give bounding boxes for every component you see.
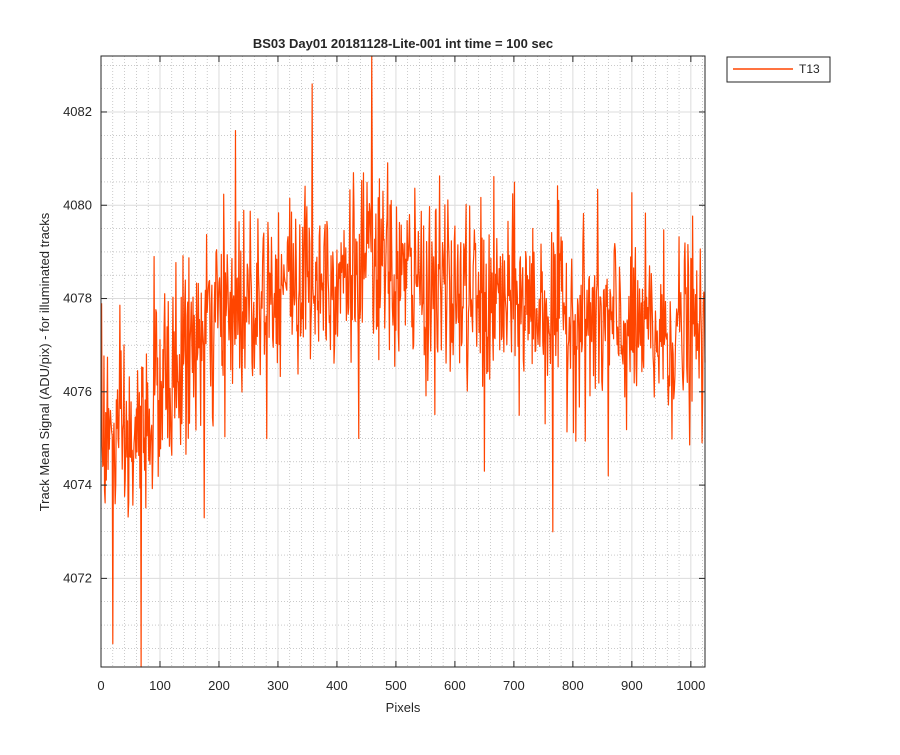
x-tick-label: 600: [444, 678, 466, 693]
y-tick-label: 4078: [63, 291, 92, 306]
y-tick-label: 4080: [63, 197, 92, 212]
axis-ticks: 0 100 200 300 400 500 600 700 800 900 1000 4072 4074…: [63, 56, 705, 693]
x-axis-label: Pixels: [386, 700, 421, 715]
x-tick-label: 700: [503, 678, 525, 693]
x-tick-label: 200: [208, 678, 230, 693]
chart-title: BS03 Day01 20181128-Lite-001 int time = …: [253, 36, 553, 51]
x-tick-label: 500: [385, 678, 407, 693]
y-tick-label: 4082: [63, 104, 92, 119]
y-tick-label: 4074: [63, 477, 92, 492]
series-line-t13: [100, 55, 706, 668]
x-tick-label: 900: [621, 678, 643, 693]
legend-label-t13: T13: [799, 62, 820, 76]
plot-area-background: [101, 56, 705, 667]
x-tick-label: 100: [149, 678, 171, 693]
y-tick-label: 4072: [63, 570, 92, 585]
plot-area-border: [100, 55, 706, 668]
x-tick-label: 1000: [676, 678, 705, 693]
grid-lines: [100, 56, 705, 667]
x-tick-label: 400: [326, 678, 348, 693]
legend[interactable]: T13: [726, 56, 831, 83]
x-tick-label: 0: [97, 678, 104, 693]
y-tick-label: 4076: [63, 384, 92, 399]
x-tick-label: 300: [267, 678, 289, 693]
y-axis-label: Track Mean Signal (ADU/pix) - for illumi…: [37, 212, 52, 511]
data-series-layer: [100, 55, 706, 668]
x-tick-label: 800: [562, 678, 584, 693]
